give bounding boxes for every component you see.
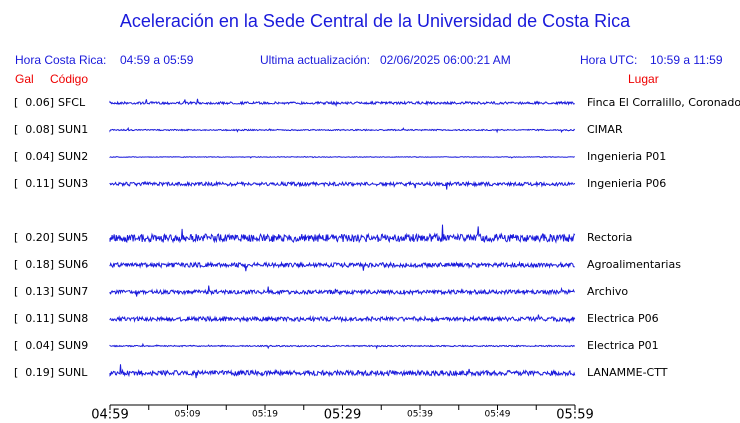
local-range: 04:59 a 05:59 [120,53,194,67]
gal-value: [ 0.04] [14,339,54,352]
station-place: Ingenieria P01 [587,150,666,163]
time-label: 05:19 [252,410,278,420]
waveform [109,342,576,350]
station-code: SUN7 [58,285,88,298]
waveform [109,155,575,159]
utc-label: Hora UTC: [580,53,637,67]
station-code: SUN9 [58,339,88,352]
station-place: Finca El Corralillo, Coronado [587,96,740,109]
waveform [109,98,575,108]
utc-range: 10:59 a 11:59 [650,53,723,67]
waveform [109,260,575,272]
waveform [109,314,576,324]
time-label: 04:59 [91,408,128,423]
gal-value: [ 0.19] [14,366,54,379]
station-place: Electrica P06 [587,312,659,325]
gal-header: Gal [15,72,34,86]
gal-value: [ 0.06] [14,96,54,109]
station-code: SUN2 [58,150,88,163]
title: Aceleración en la Sede Central de la Uni… [120,11,631,31]
station-code: SUN3 [58,177,88,190]
waveform [109,224,576,244]
waveform [109,364,576,379]
station-place: Rectoria [587,231,632,244]
waveform [109,126,576,134]
station-place: Agroalimentarias [587,258,681,271]
time-label: 05:39 [407,410,433,420]
gal-value: [ 0.04] [14,150,54,163]
gal-value: [ 0.18] [14,258,54,271]
time-label: 05:49 [485,410,511,420]
gal-value: [ 0.11] [14,177,54,190]
station-place: Ingenieria P06 [587,177,666,190]
station-place: Electrica P01 [587,339,659,352]
station-place: CIMAR [587,123,623,136]
station-code: SUN8 [58,312,88,325]
gal-value: [ 0.20] [14,231,54,244]
time-label: 05:29 [324,408,361,423]
place-header: Lugar [628,72,659,86]
waveform [109,180,576,190]
station-code: SUN6 [58,258,88,271]
station-code: SUNL [58,366,88,379]
local-label: Hora Costa Rica: [15,53,106,67]
gal-value: [ 0.11] [14,312,54,325]
station-code: SUN5 [58,231,88,244]
time-label: 05:09 [175,410,201,420]
station-code: SUN1 [58,123,88,136]
station-code: SFCL [58,96,86,109]
station-place: Archivo [587,285,628,298]
waveform [109,285,575,297]
code-header: Código [50,72,88,86]
time-label: 05:59 [556,408,593,423]
update-label: Ultima actualización: [260,53,370,67]
update-value: 02/06/2025 06:00:21 AM [380,53,511,67]
station-place: LANAMME-CTT [587,366,668,379]
gal-value: [ 0.13] [14,285,54,298]
gal-value: [ 0.08] [14,123,54,136]
